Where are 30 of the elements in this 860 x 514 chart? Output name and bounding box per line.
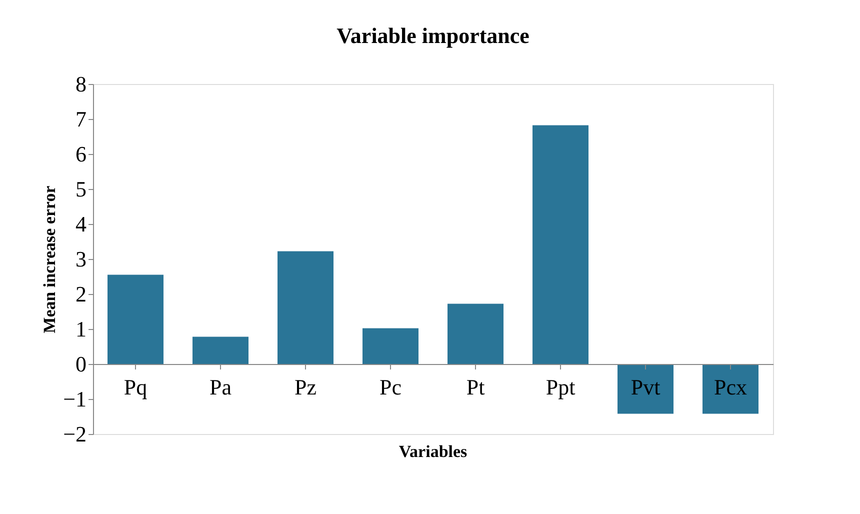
x-tick-label: Pvt: [630, 374, 660, 400]
y-tick-label: 4: [76, 212, 86, 236]
y-tick-label: 1: [76, 316, 86, 342]
y-tick-label: 6: [76, 142, 86, 166]
y-tick-label: −2: [63, 422, 86, 446]
y-tick-label: 7: [76, 106, 86, 132]
x-axis-title: Variables: [398, 442, 468, 461]
x-tick-label: Ppt: [546, 374, 576, 400]
y-tick-label: 0: [76, 352, 86, 376]
bar: [192, 336, 248, 364]
x-tick-label: Pq: [124, 374, 148, 400]
bar: [108, 274, 164, 364]
y-tick-label: 3: [76, 246, 86, 272]
x-tick-label: Pt: [466, 374, 485, 400]
y-tick-label: 2: [76, 282, 86, 306]
y-tick-label: 5: [76, 176, 86, 202]
x-tick-label: Pa: [210, 374, 232, 400]
bar: [362, 328, 418, 364]
bar: [618, 364, 674, 414]
bar: [448, 304, 504, 364]
x-tick-label: Pcx: [714, 374, 747, 400]
x-tick-label: Pz: [294, 374, 317, 400]
x-tick-label: Pc: [380, 374, 402, 400]
bar: [278, 251, 334, 364]
y-tick-label: 8: [76, 72, 86, 96]
y-tick-label: −1: [63, 386, 86, 412]
bar: [702, 364, 758, 414]
bar: [532, 125, 588, 364]
y-axis-title: Mean increase error: [40, 185, 60, 334]
chart-title: Variable importance: [336, 23, 530, 48]
